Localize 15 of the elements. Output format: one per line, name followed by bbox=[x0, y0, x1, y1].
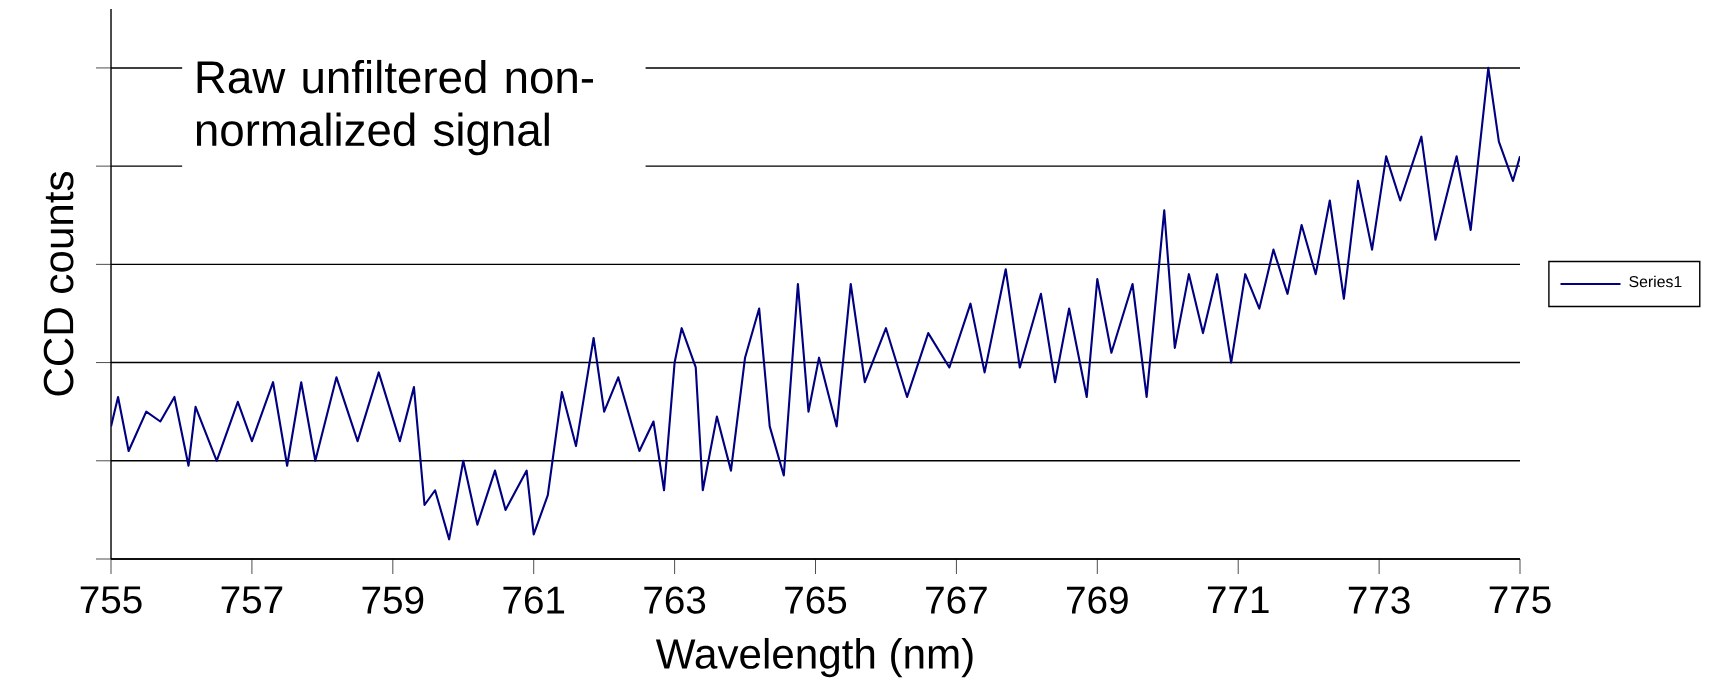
x-tick-label: 765 bbox=[785, 586, 847, 614]
x-tick-label: 769 bbox=[1067, 586, 1128, 614]
x-tick-label: 759 bbox=[362, 586, 424, 614]
x-tick-label: 755 bbox=[80, 586, 142, 614]
annotation: Raw unfiltered non-normalized signal bbox=[196, 59, 593, 156]
x-tick-label: 757 bbox=[221, 586, 283, 614]
x-tick-label: 761 bbox=[503, 586, 565, 614]
x-tick-label: 773 bbox=[1348, 586, 1410, 614]
legend-label: Series1 bbox=[1629, 275, 1682, 288]
x-tick-label: 775 bbox=[1489, 586, 1551, 614]
x-axis-title: Wavelength (nm) bbox=[655, 637, 973, 678]
x-tick-label: 767 bbox=[926, 586, 987, 614]
y-axis-title: CCD counts bbox=[43, 171, 74, 396]
x-tick-label: 763 bbox=[644, 586, 706, 614]
x-tick-label: 771 bbox=[1207, 586, 1269, 614]
